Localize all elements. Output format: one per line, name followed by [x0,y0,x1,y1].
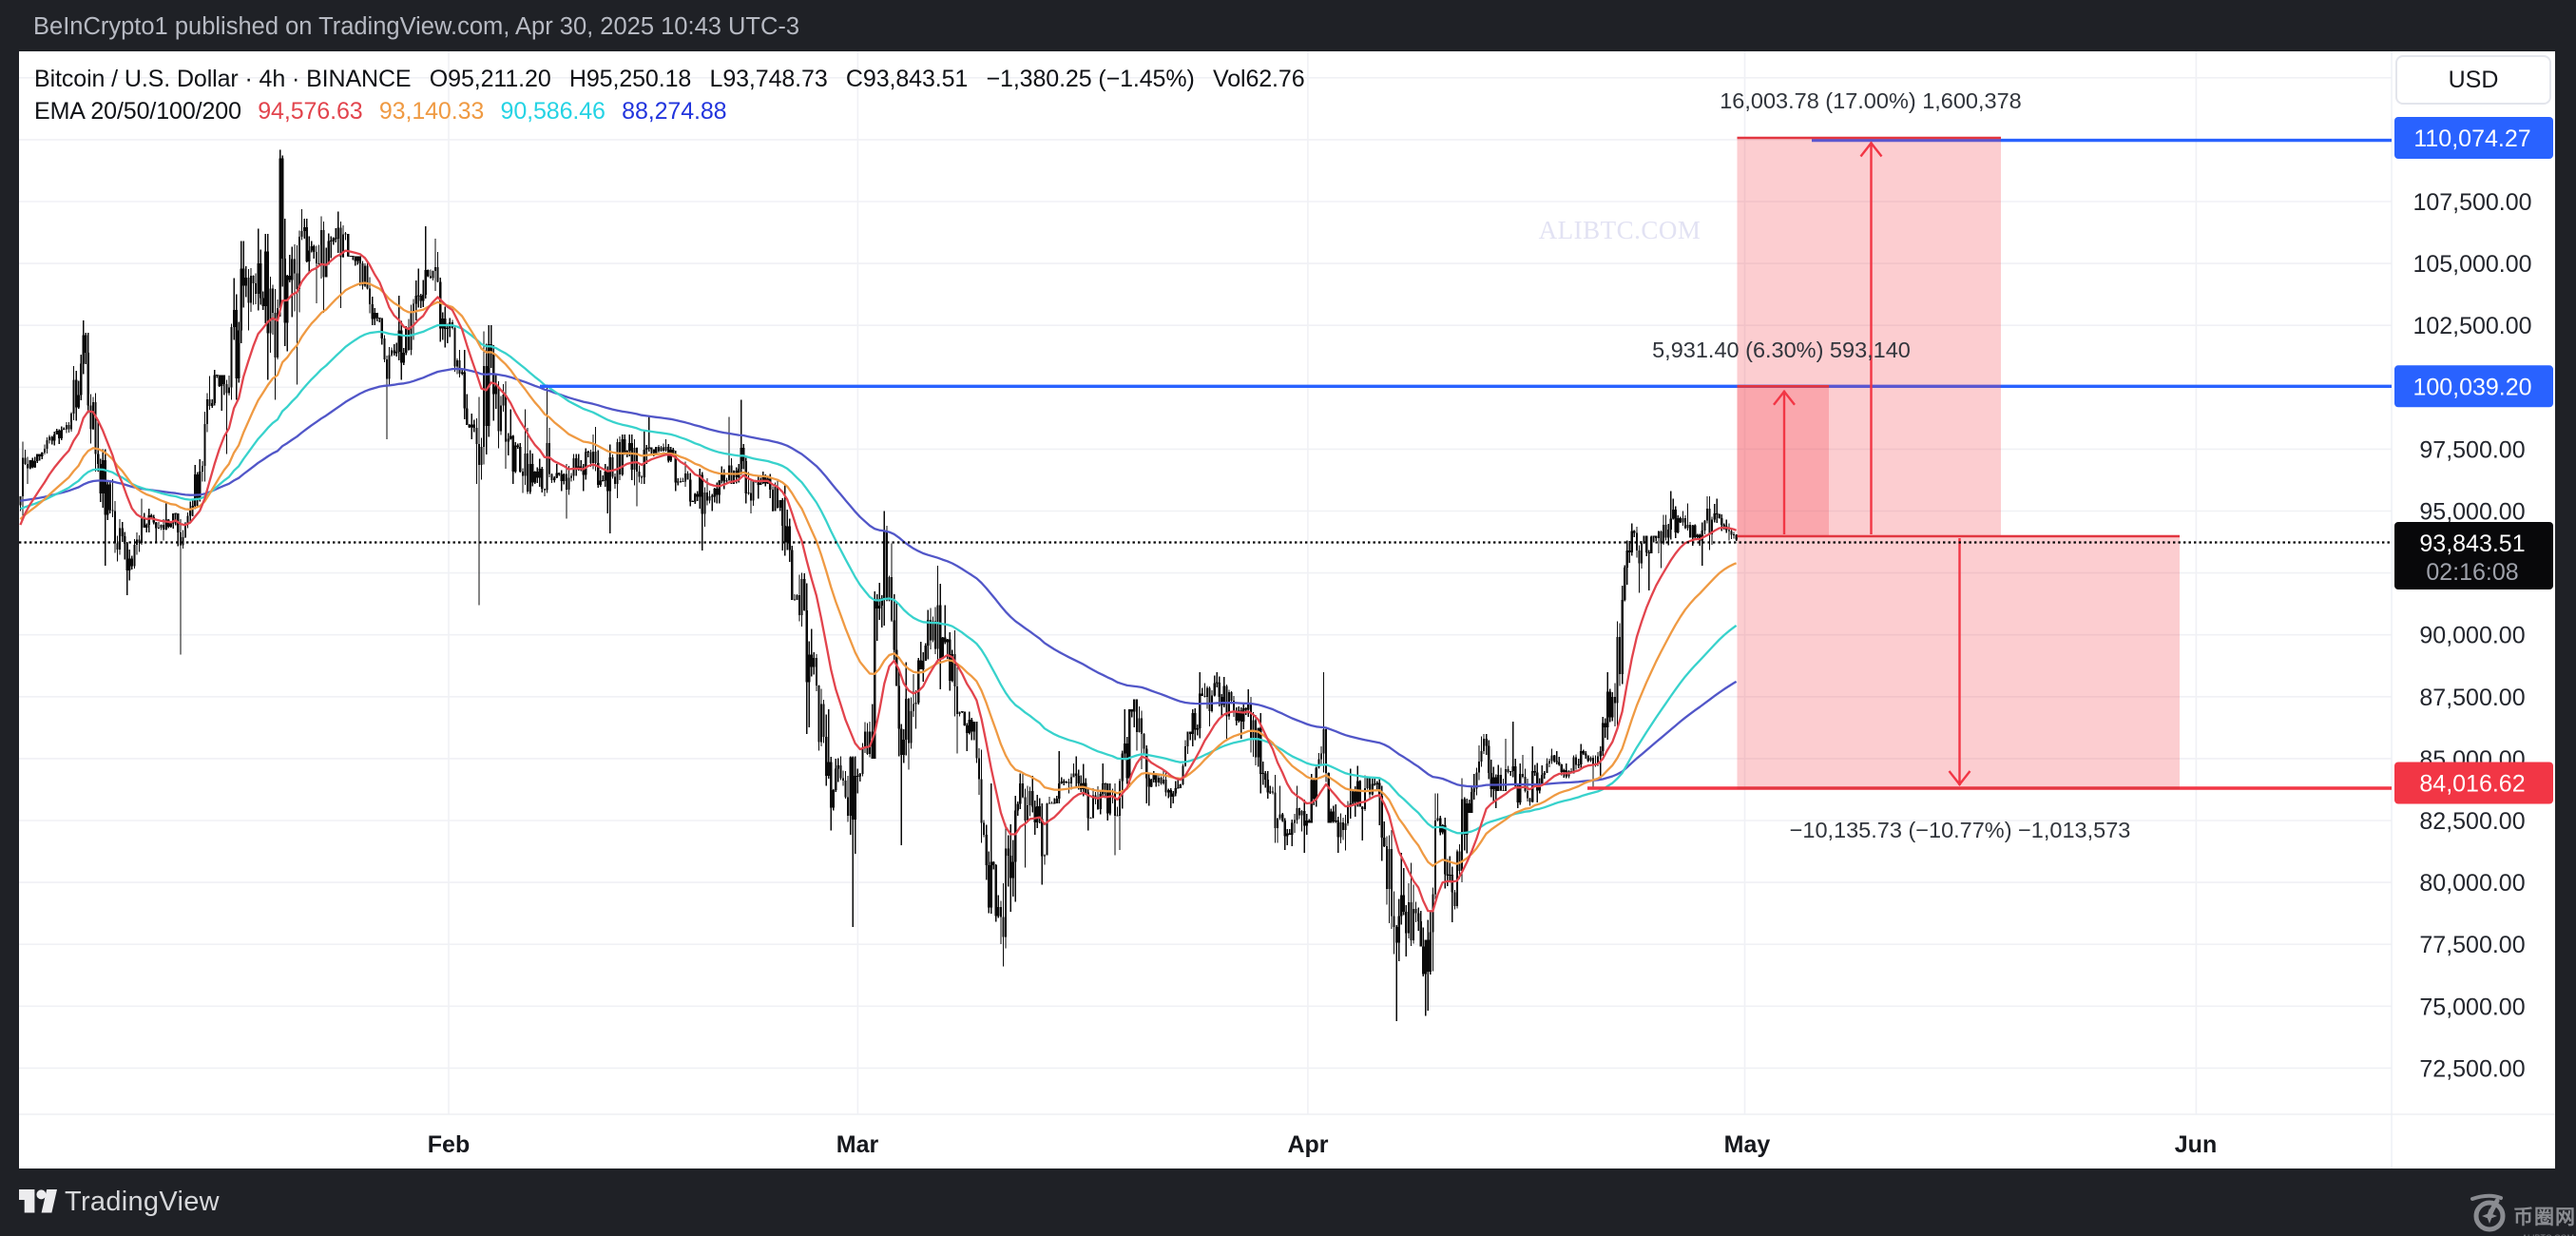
svg-text:87,500.00: 87,500.00 [2419,685,2525,711]
svg-text:110,074.27: 110,074.27 [2413,126,2530,152]
svg-text:95,000.00: 95,000.00 [2419,499,2525,526]
svg-text:80,000.00: 80,000.00 [2419,870,2525,897]
svg-text:16,003.78 (17.00%) 1,600,378: 16,003.78 (17.00%) 1,600,378 [1720,88,2022,113]
svg-text:102,500.00: 102,500.00 [2413,313,2531,339]
svg-text:107,500.00: 107,500.00 [2413,189,2531,216]
svg-text:97,500.00: 97,500.00 [2419,436,2525,463]
svg-text:82,500.00: 82,500.00 [2419,808,2525,835]
svg-text:02:16:08: 02:16:08 [2426,559,2518,586]
svg-text:Feb: Feb [428,1131,470,1158]
svg-text:−10,135.73 (−10.77%) −1,013,57: −10,135.73 (−10.77%) −1,013,573 [1790,818,2131,842]
svg-text:100,039.20: 100,039.20 [2413,374,2531,400]
svg-text:Mar: Mar [836,1131,879,1158]
svg-text:75,000.00: 75,000.00 [2419,994,2525,1020]
svg-text:ALIBTC.COM: ALIBTC.COM [1539,216,1701,244]
svg-text:105,000.00: 105,000.00 [2413,251,2531,278]
svg-text:Apr: Apr [1287,1131,1328,1158]
svg-text:Jun: Jun [2175,1131,2217,1158]
svg-text:72,500.00: 72,500.00 [2419,1055,2525,1082]
svg-text:93,843.51: 93,843.51 [2419,531,2525,557]
svg-text:77,500.00: 77,500.00 [2419,932,2525,958]
svg-text:84,016.62: 84,016.62 [2419,771,2525,798]
svg-text:90,000.00: 90,000.00 [2419,623,2525,649]
svg-text:5,931.40 (6.30%) 593,140: 5,931.40 (6.30%) 593,140 [1652,338,1911,362]
svg-text:May: May [1724,1131,1771,1158]
